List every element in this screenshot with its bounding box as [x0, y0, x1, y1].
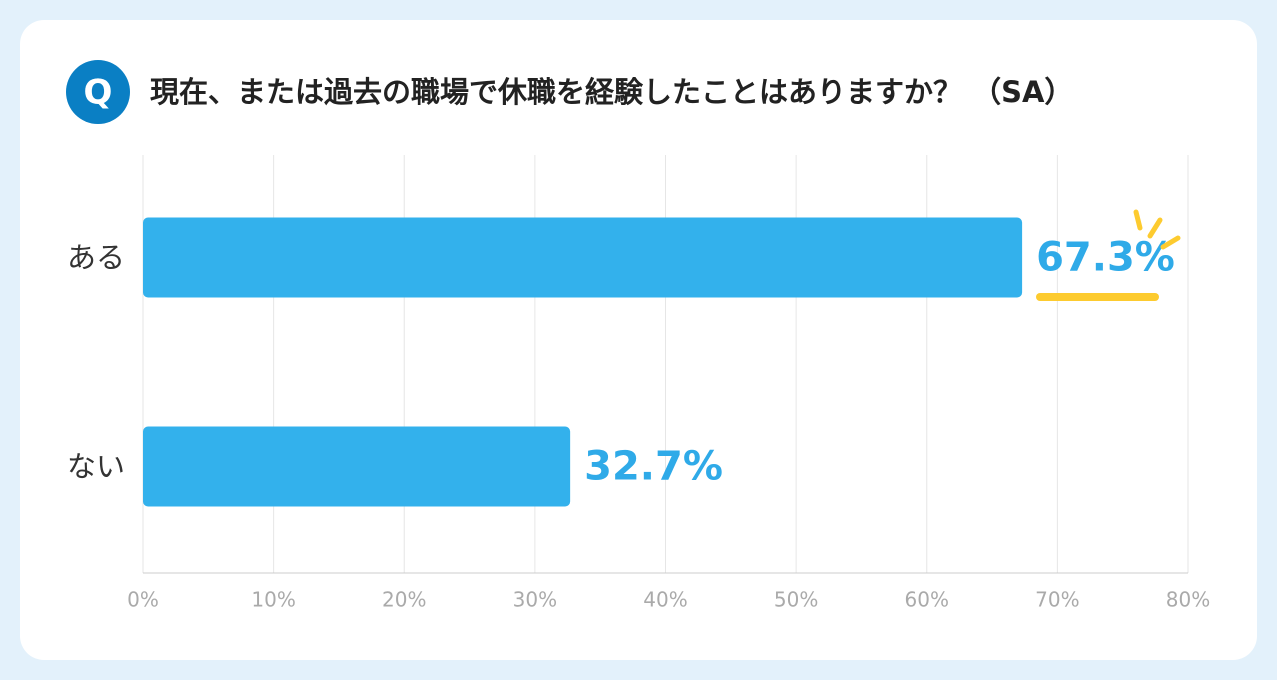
- x-tick-label: 10%: [251, 588, 295, 612]
- plot: 0% 10% 20% 30% 40% 50% 60% 70% 80% ある 67.3% ない 32.7%: [67, 155, 1210, 612]
- x-tick-label: 50%: [774, 588, 818, 612]
- bar: [143, 217, 1023, 298]
- spark: [1133, 209, 1143, 231]
- badge-circle: [66, 60, 130, 124]
- badge: Q: [84, 73, 113, 113]
- category-label: ある: [67, 241, 125, 275]
- x-tick-label: 60%: [905, 588, 949, 612]
- card: [20, 20, 1257, 660]
- x-tick-label: 30%: [513, 588, 557, 612]
- x-tick-label: 0%: [127, 588, 159, 612]
- value-label: 32.7%: [584, 444, 723, 490]
- x-tick-label: 70%: [1035, 588, 1079, 612]
- x-tick-label: 40%: [643, 588, 687, 612]
- category-label: ない: [67, 450, 125, 484]
- x-tick-label: 20%: [382, 588, 426, 612]
- spark: [1147, 217, 1163, 239]
- value-label: 67.3%: [1036, 235, 1175, 281]
- highlight-decoration: [1036, 209, 1181, 301]
- chart-title: 現在、または過去の職場で休職を経験したことはありますか？ （SA）: [150, 75, 1073, 109]
- spark: [1160, 235, 1181, 250]
- bar: [143, 426, 571, 507]
- x-tick-label: 80%: [1166, 588, 1210, 612]
